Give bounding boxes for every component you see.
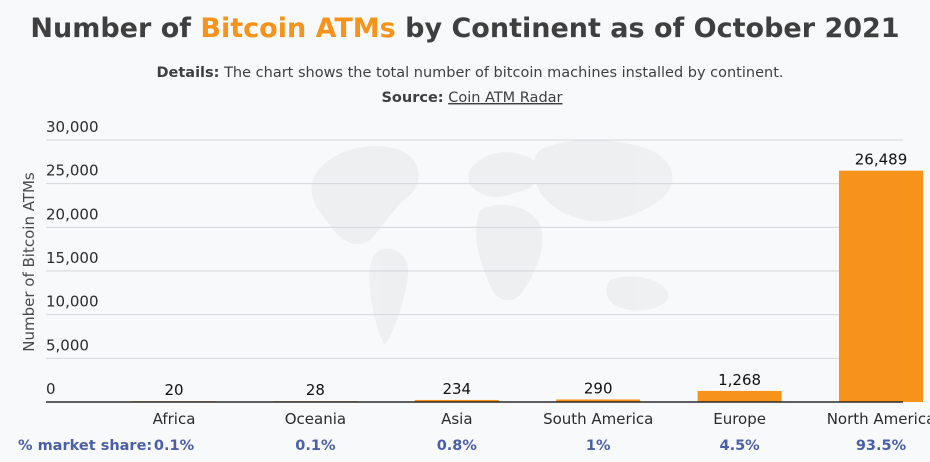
market-share-value: 93.5% [856, 438, 907, 454]
source-link[interactable]: Coin ATM Radar [448, 90, 562, 106]
data-label: 1,268 [718, 371, 761, 389]
x-tick-label: North America [827, 410, 930, 428]
x-tick-labels: Africa Oceania Asia South America Europe Nort… [153, 410, 930, 428]
data-label: 290 [584, 379, 613, 397]
bar-north-america [839, 170, 923, 402]
y-tick-label: 0 [46, 380, 56, 398]
bar-europe [697, 390, 782, 402]
market-share-label: % market share: [18, 438, 152, 454]
details-text: The chart shows the total number of bitc… [219, 65, 783, 81]
market-share-value: 0.1% [295, 438, 336, 454]
world-map-watermark [311, 139, 673, 345]
chart-title: Number of Bitcoin ATMs by Continent as o… [30, 13, 899, 44]
bar-south-america [556, 399, 641, 402]
x-tick-label: Asia [441, 410, 472, 428]
x-tick-label: Oceania [285, 410, 346, 428]
y-tick-label: 10,000 [46, 293, 99, 311]
title-suffix: by Continent as of October 2021 [396, 13, 900, 44]
bars [132, 170, 923, 402]
details-label: Details: [157, 65, 220, 81]
title-prefix: Number of [30, 13, 200, 44]
gridlines [46, 139, 903, 359]
bar-asia [414, 399, 499, 402]
market-share-values: 0.1% 0.1% 0.8% 1% 4.5% 93.5% [154, 438, 907, 454]
y-tick-labels: 0 5,000 10,000 15,000 20,000 25,000 30,000 [46, 118, 99, 398]
y-tick-label: 15,000 [46, 249, 99, 267]
market-share-value: 4.5% [719, 438, 760, 454]
y-axis-label: Number of Bitcoin ATMs [20, 172, 38, 352]
title-highlight: Bitcoin ATMs [200, 13, 395, 44]
data-label: 26,489 [855, 151, 908, 169]
data-label: 20 [164, 381, 183, 399]
data-labels: 20 28 234 290 1,268 26,489 [164, 151, 907, 400]
source-line: Source: Coin ATM Radar [381, 90, 562, 106]
market-share-value: 1% [586, 438, 611, 454]
y-tick-label: 20,000 [46, 205, 99, 223]
data-label: 28 [306, 381, 325, 399]
y-tick-label: 25,000 [46, 162, 99, 180]
x-tick-label: Africa [153, 410, 196, 428]
y-tick-label: 30,000 [46, 118, 99, 136]
x-tick-label: Europe [713, 410, 766, 428]
details-line: Details: The chart shows the total numbe… [157, 65, 784, 81]
market-share-value: 0.1% [154, 438, 195, 454]
x-tick-label: South America [543, 410, 653, 428]
y-tick-label: 5,000 [46, 336, 89, 354]
data-label: 234 [442, 380, 471, 398]
market-share-value: 0.8% [437, 438, 478, 454]
source-label: Source: [381, 90, 443, 106]
